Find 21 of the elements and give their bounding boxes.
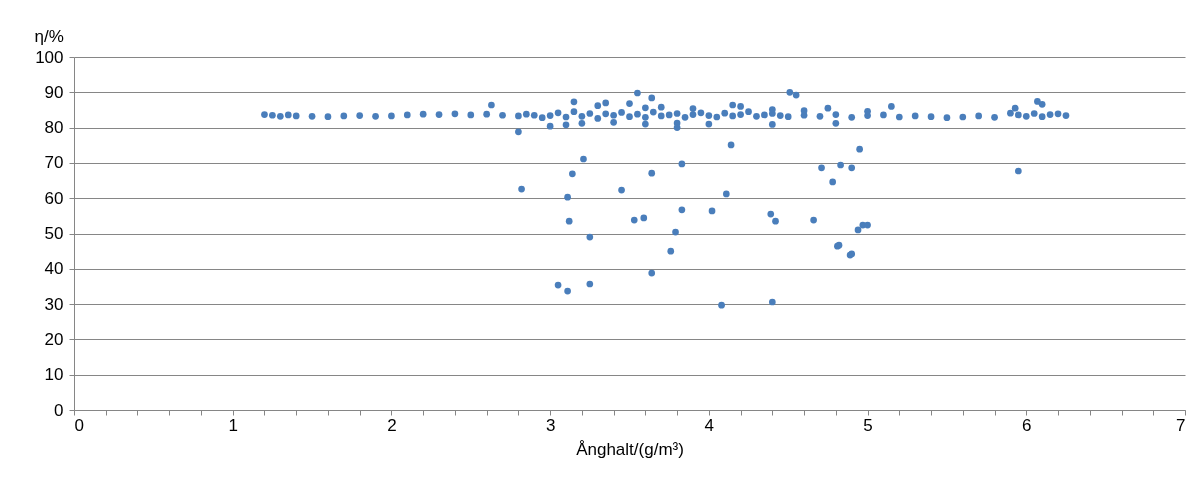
y-tick-label: 80 [44,118,64,138]
y-tick-label: 30 [44,294,64,314]
y-tick-label: 50 [44,224,64,243]
x-tick-label: 5 [863,415,873,435]
x-tick-label: 7 [1176,415,1186,435]
x-tick-label: 0 [74,415,84,435]
y-tick-label: 0 [54,400,64,420]
y-axis-title: η/% [34,26,64,46]
x-tick-label: 1 [228,415,238,435]
x-tick-label: 6 [1022,415,1032,435]
y-tick-label: 90 [44,82,64,102]
y-tick-label: 70 [44,153,64,173]
x-tick-label: 3 [545,415,556,435]
x-axis-title: Ånghalt/(g/m³) [576,439,684,459]
y-tick-label: 100 [35,47,64,67]
x-tick-label: 4 [704,415,715,435]
x-tick-label: 2 [387,415,397,435]
y-tick-label: 60 [44,188,64,208]
y-tick-label: 20 [44,329,64,349]
y-tick-label: 40 [44,259,64,279]
y-tick-label: 10 [44,365,64,385]
